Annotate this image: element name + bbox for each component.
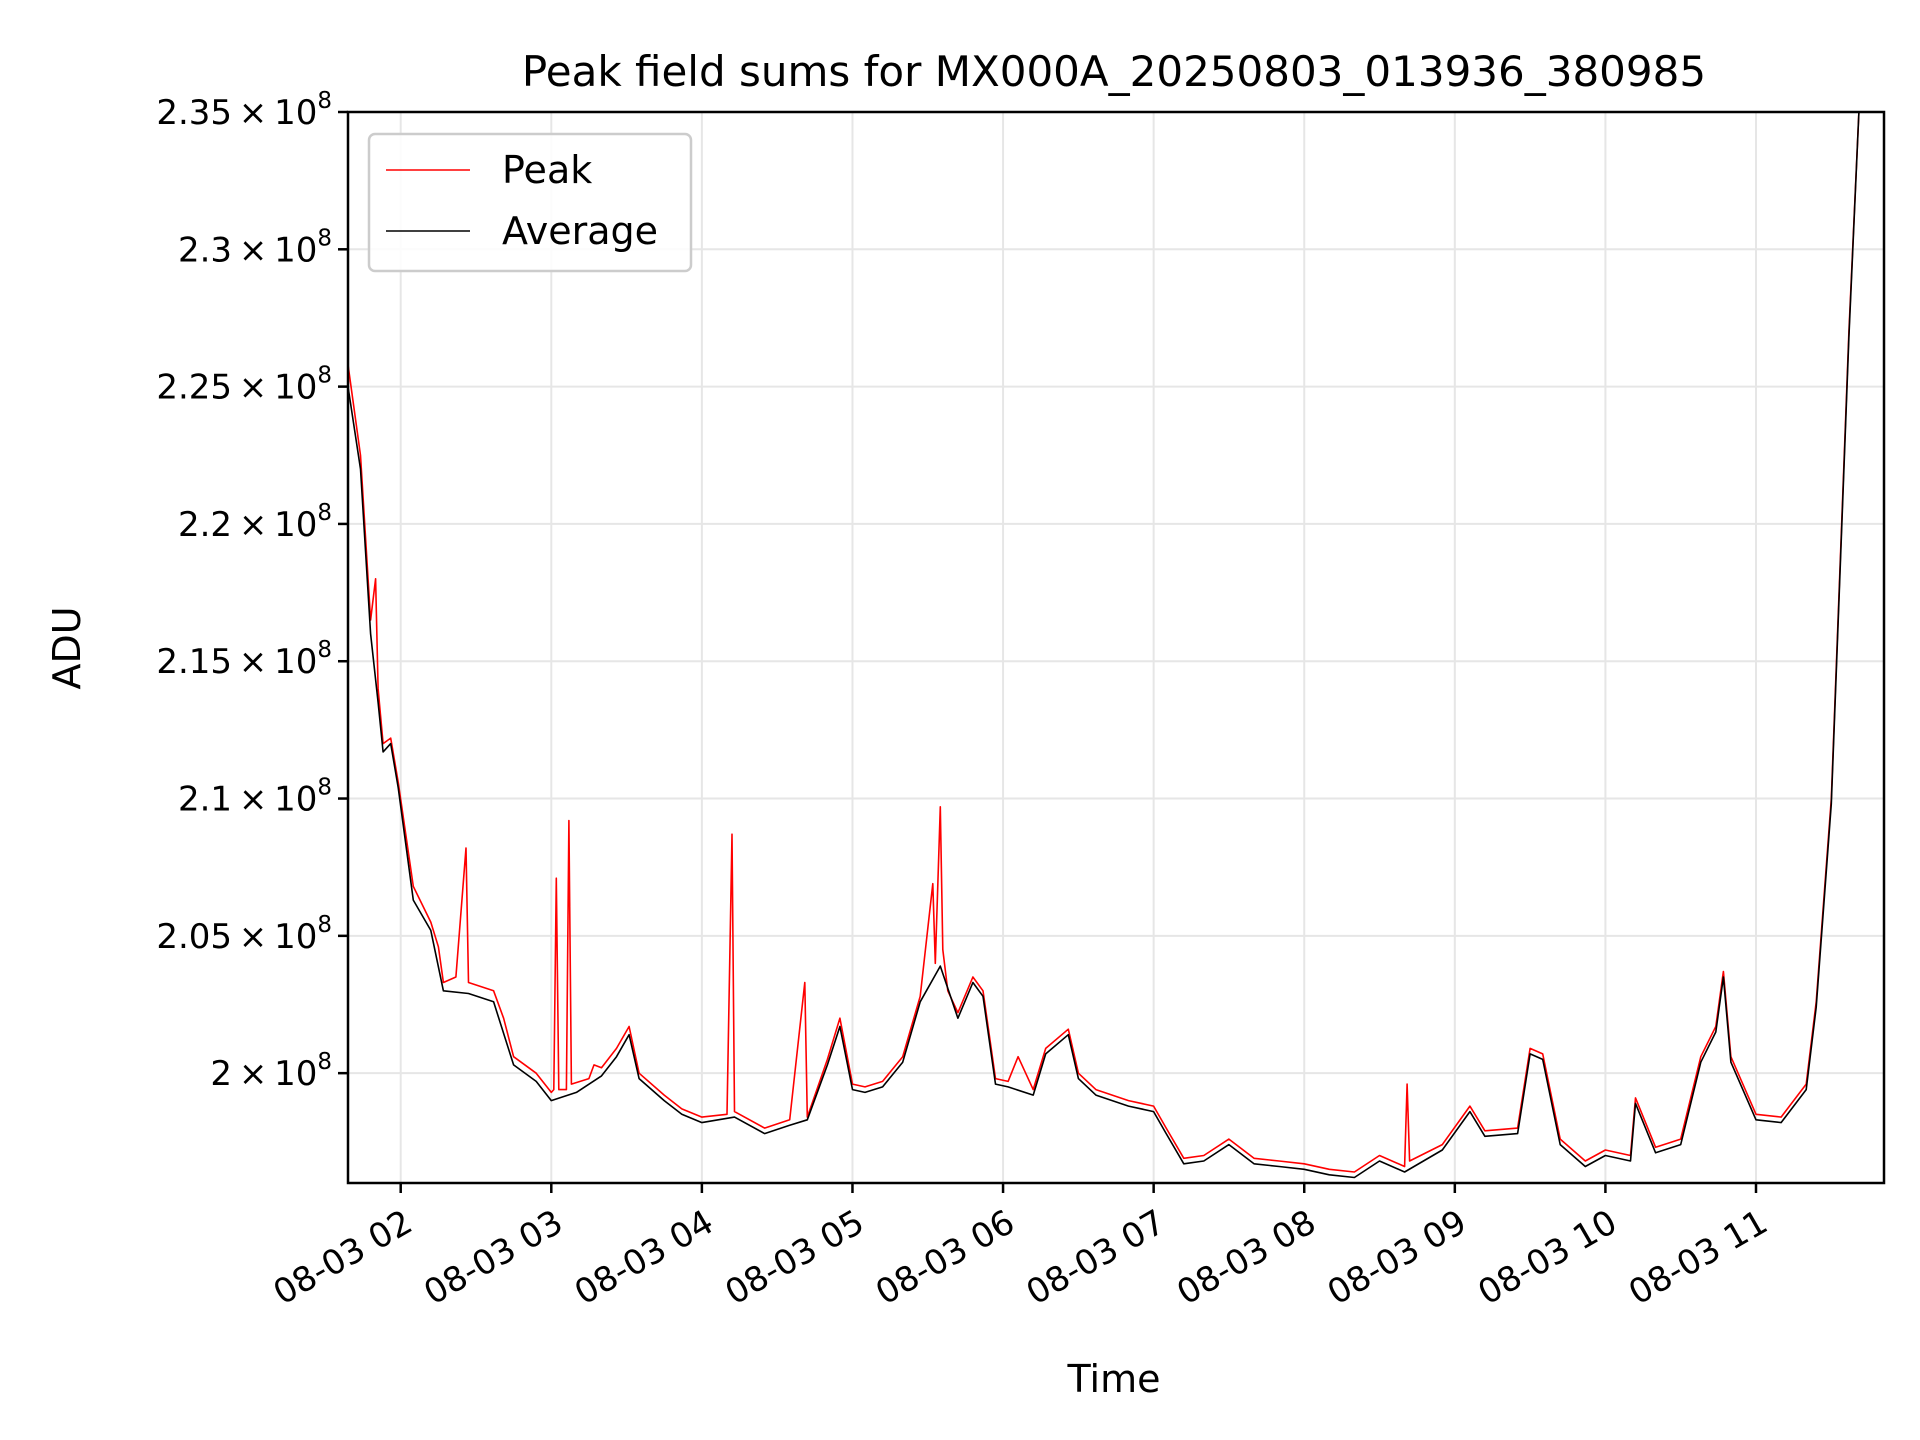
y-axis-label: ADU [45,606,89,689]
y-tick-label: 2 × 108 [210,1049,332,1094]
y-tick-label: 2.35 × 108 [156,88,332,133]
y-tick-label: 2.2 × 108 [178,500,332,545]
y-tick-label: 2.05 × 108 [156,912,332,957]
legend-box [367,132,693,273]
series-line-peak [348,112,1860,1173]
x-axis-label: Time [1067,1357,1161,1401]
legend: Peak Average [367,132,693,273]
legend-label-average: Average [502,209,658,253]
y-tick-label: 2.25 × 108 [156,363,332,408]
chart-title: Peak field sums for MX000A_20250803_0139… [522,47,1706,96]
series-layer [348,112,1860,1179]
legend-label-peak: Peak [502,148,592,192]
plot-frame [346,110,1886,1185]
y-tick-label: 2.15 × 108 [156,637,332,682]
series-line-average [348,112,1860,1179]
y-tick-label: 2.1 × 108 [178,775,332,820]
y-tick-label: 2.3 × 108 [178,225,332,270]
